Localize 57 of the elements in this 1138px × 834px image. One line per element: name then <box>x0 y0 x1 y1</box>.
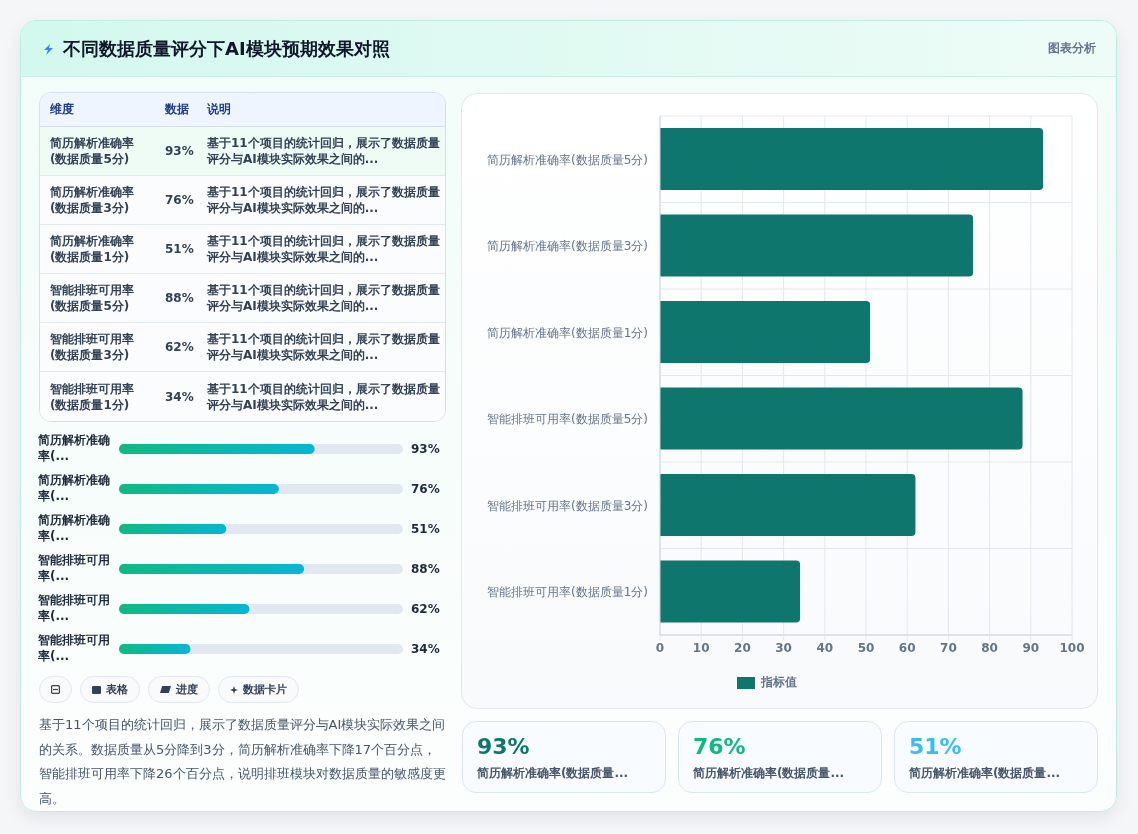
text: 基于11个项目的统计回归，展示了数据质量评分与AI模块实际效果之间的... <box>207 282 441 314</box>
text: 不同数据质量评分下AI模块预期效果对照 <box>63 37 390 61</box>
y-tick-label: 智能排班可用率(数据质量3分) <box>487 498 648 513</box>
data-label: 62% <box>411 602 440 616</box>
text: 34% <box>165 389 194 404</box>
y-tick-label: 简历解析准确率(数据质量5分) <box>487 152 648 167</box>
text: 基于11个项目的统计回归，展示了数据质量评分与AI模块实际效果之间的关系。数据质量从5分降到3分，简历解析准确率下降17个百分点，智能排班可用率下降26个百分点，说明排班模块对数据质量的敏感度更高。 <box>39 716 447 808</box>
text: 图表分析 <box>1048 40 1096 56</box>
y-tick-label: 智能排班可用率(... <box>38 632 111 664</box>
x-tick-label: 0 <box>655 640 665 655</box>
data-label: 34% <box>411 642 440 656</box>
y-tick-label: 智能排班可用率(数据质量5分) <box>487 412 648 427</box>
y-tick-label: 简历解析准确率(数据质量3分) <box>487 239 648 254</box>
category-label: 简历解析准确率(数据质量... <box>909 765 1062 781</box>
x-tick-label: 70 <box>940 640 957 655</box>
data-label: 93% <box>411 442 440 456</box>
y-tick-label: 智能排班可用率(数据质量1分) <box>487 585 648 600</box>
y-tick-label: 简历解析准确率(... <box>38 512 111 544</box>
x-tick-label: 100 <box>1059 640 1085 655</box>
y-tick-label: 智能排班可用率(... <box>38 552 111 584</box>
text: 基于11个项目的统计回归，展示了数据质量评分与AI模块实际效果之间的... <box>207 331 441 363</box>
x-tick-label: 40 <box>816 640 834 655</box>
pill-button: 进度 <box>148 676 210 703</box>
text: 数据 <box>165 101 190 118</box>
text: 基于11个项目的统计回归，展示了数据质量评分与AI模块实际效果之间的... <box>207 380 441 413</box>
x-tick-label: 20 <box>734 640 751 655</box>
text: 51% <box>909 734 962 759</box>
data-label: 88% <box>411 562 440 576</box>
text: 93% <box>477 734 530 759</box>
text: 93% <box>165 144 194 158</box>
text: 88% <box>165 291 194 305</box>
text: 基于11个项目的统计回归，展示了数据质量评分与AI模块实际效果之间的... <box>207 135 441 167</box>
x-tick-label: 90 <box>1022 640 1040 655</box>
text: 基于11个项目的统计回归，展示了数据质量评分与AI模块实际效果之间的... <box>207 233 441 265</box>
pill-button: 数据卡片 <box>218 676 299 703</box>
x-tick-label: 80 <box>981 640 998 655</box>
y-tick-label: 简历解析准确率(数据质量1分) <box>487 325 648 340</box>
text: 说明 <box>207 101 232 118</box>
data-label: 51% <box>411 522 440 536</box>
y-tick-label: 简历解析准确率(... <box>38 472 111 504</box>
y-tick-label: 简历解析准确率(... <box>38 432 111 464</box>
x-tick-label: 30 <box>775 640 792 655</box>
text: 76% <box>165 193 194 207</box>
text: 基于11个项目的统计回归，展示了数据质量评分与AI模块实际效果之间的... <box>207 184 441 216</box>
text: 51% <box>165 242 194 256</box>
text: 62% <box>165 340 194 354</box>
x-tick-label: 60 <box>898 640 916 655</box>
x-tick-label: 50 <box>857 640 875 655</box>
category-label: 简历解析准确率(数据质量... <box>693 765 846 781</box>
category-label: 简历解析准确率(数据质量... <box>477 765 630 781</box>
pill-button: 表格 <box>80 676 140 703</box>
x-tick-label: 10 <box>692 640 710 655</box>
data-label: 76% <box>411 482 440 496</box>
y-tick-label: 智能排班可用率(... <box>38 592 111 624</box>
text: 维度 <box>50 101 75 118</box>
legend-label: 指标值 <box>760 674 797 691</box>
text: 76% <box>693 734 746 759</box>
